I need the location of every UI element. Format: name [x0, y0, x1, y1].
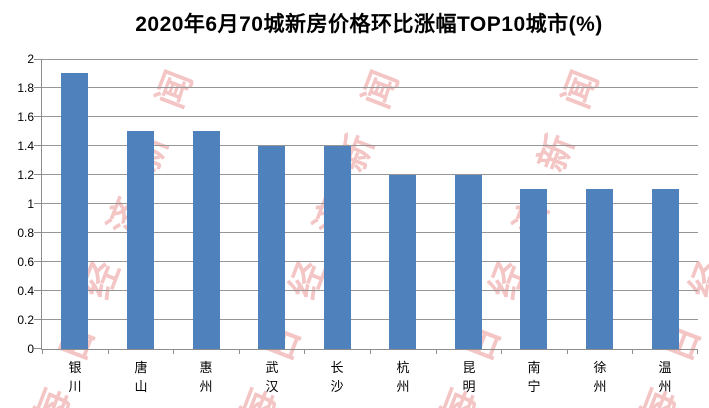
y-axis-tick-label: 1.6 — [17, 110, 34, 124]
x-axis-tick — [304, 350, 305, 354]
y-axis-tick — [34, 348, 41, 349]
bar-银川 — [61, 73, 88, 349]
gridline — [42, 319, 698, 320]
gridline — [42, 87, 698, 88]
y-axis-tick — [34, 261, 41, 262]
y-axis-tick-label: 0.6 — [17, 255, 34, 269]
x-axis-label: 惠 州 — [199, 360, 213, 394]
x-axis-label: 温 州 — [658, 360, 672, 394]
bar-长沙 — [324, 146, 351, 349]
x-axis-tick — [436, 350, 437, 354]
x-axis-label: 银 川 — [68, 360, 82, 394]
y-axis-tick — [34, 290, 41, 291]
chart-title: 2020年6月70城新房价格环比涨幅TOP10城市(%) — [135, 13, 603, 36]
y-axis-tick — [34, 59, 41, 60]
y-axis-tick-label: 0.4 — [17, 284, 34, 298]
gridline — [42, 116, 698, 117]
x-axis-tick — [501, 350, 502, 354]
gridline — [42, 59, 698, 60]
bar-唐山 — [127, 131, 154, 349]
y-axis-tick-label: 1.4 — [17, 139, 34, 153]
bar-昆明 — [455, 175, 482, 349]
x-axis-label: 昆 明 — [462, 360, 476, 394]
y-axis-tick — [34, 87, 41, 88]
y-axis-tick — [34, 174, 41, 175]
y-axis-tick — [34, 116, 41, 117]
y-axis-tick-label: 1.2 — [17, 168, 34, 182]
gridline — [42, 290, 698, 291]
gridline — [42, 232, 698, 233]
y-axis-tick — [34, 203, 41, 204]
x-axis-tick — [632, 350, 633, 354]
bar-温州 — [652, 189, 679, 349]
y-axis-tick-label: 2 — [27, 52, 34, 66]
bar-杭州 — [389, 175, 416, 349]
y-axis-tick — [34, 232, 41, 233]
y-axis-tick-label: 0 — [27, 342, 34, 356]
x-axis-tick — [697, 350, 698, 354]
gridline — [42, 174, 698, 175]
plot-area: 0 0.2 0.4 0.6 0.8 1 1.2 1.4 1.6 1.8 2 银 川 唐 山 惠 州 武 汉 长… — [17, 52, 698, 394]
gridline — [42, 203, 698, 204]
y-axis-tick-label: 1.8 — [17, 81, 34, 95]
x-axis-label: 武 汉 — [265, 360, 279, 394]
gridline — [42, 261, 698, 262]
bar-武汉 — [258, 146, 285, 349]
x-axis-label: 徐 州 — [593, 360, 607, 394]
x-axis-tick — [370, 350, 371, 354]
x-axis-label: 唐 山 — [134, 360, 148, 394]
bar-南宁 — [520, 189, 547, 349]
y-axis-tick-label: 0.2 — [17, 313, 34, 327]
bar-惠州 — [193, 131, 220, 349]
x-axis-tick — [108, 350, 109, 354]
x-axis-tick — [239, 350, 240, 354]
x-axis-tick — [42, 350, 43, 354]
y-axis-tick — [34, 319, 41, 320]
x-axis-tick — [173, 350, 174, 354]
gridline — [42, 145, 698, 146]
y-axis-tick-label: 0.8 — [17, 226, 34, 240]
x-axis-label: 南 宁 — [527, 360, 541, 394]
x-axis-tick — [567, 350, 568, 354]
x-axis-label: 长 沙 — [330, 360, 344, 394]
bar-徐州 — [586, 189, 613, 349]
y-axis-tick-label: 1 — [27, 197, 34, 211]
x-axis-label: 杭 州 — [396, 360, 410, 394]
y-axis-tick — [34, 145, 41, 146]
